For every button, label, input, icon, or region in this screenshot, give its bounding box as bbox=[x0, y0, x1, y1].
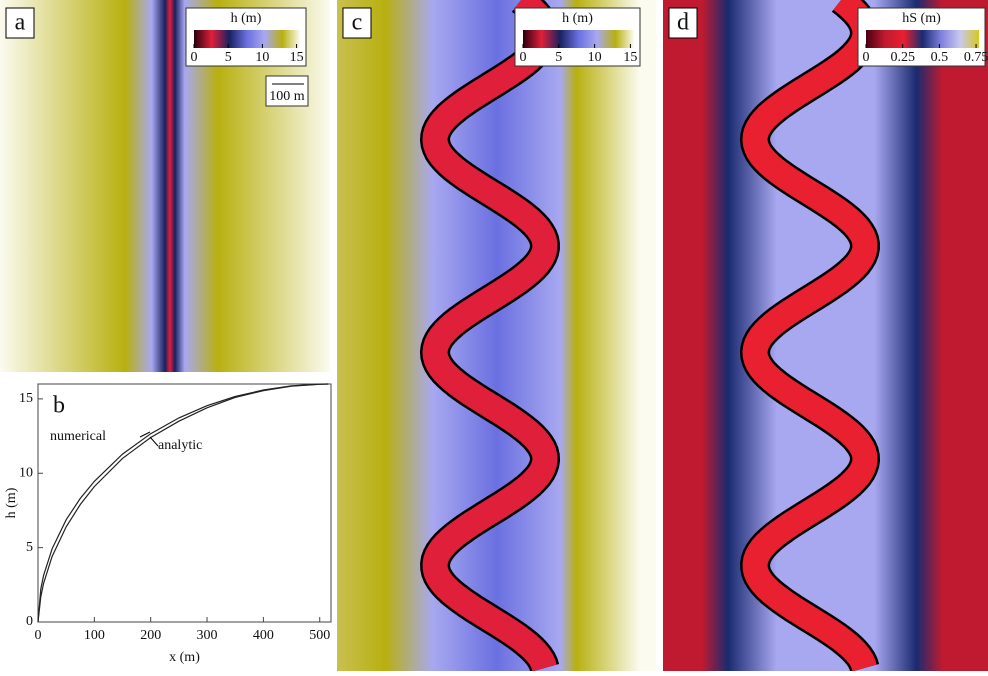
x-tick-label: 300 bbox=[197, 628, 218, 643]
panel-label-box bbox=[342, 7, 372, 39]
colorbar-tick-label: 0.75 bbox=[964, 50, 988, 65]
x-tick-label: 200 bbox=[140, 628, 161, 643]
colorbar-tick-label: 0 bbox=[863, 50, 870, 65]
colorbar-tick-label: 10 bbox=[588, 50, 602, 65]
y-tick-label: 5 bbox=[26, 540, 33, 555]
y-axis-label: h (m) bbox=[4, 487, 19, 518]
colorbar-tick-label: 10 bbox=[255, 50, 269, 65]
leader bbox=[139, 431, 151, 438]
panel-label-box bbox=[5, 7, 35, 39]
colorbar-tick-label: 0.5 bbox=[931, 50, 949, 65]
colorbar-tick-label: 0.25 bbox=[890, 50, 915, 65]
colorbar-tick-label: 15 bbox=[290, 50, 304, 65]
line bbox=[37, 383, 329, 623]
channel bbox=[422, 0, 558, 672]
x-tick-label: 100 bbox=[84, 628, 105, 643]
scale-bar-label: 100 m bbox=[269, 89, 305, 104]
annotation: numerical bbox=[50, 429, 106, 444]
plot-frame bbox=[37, 383, 332, 623]
panel-label-box bbox=[668, 7, 698, 39]
colorbar-tick-label: 5 bbox=[225, 50, 232, 65]
panel-label: c bbox=[352, 10, 363, 36]
x-tick-label: 500 bbox=[309, 628, 330, 643]
scale-bar-box bbox=[265, 75, 309, 107]
annotation: analytic bbox=[158, 438, 202, 453]
panel-label-box bbox=[46, 392, 72, 420]
channel bbox=[742, 0, 878, 672]
colorbar bbox=[866, 30, 979, 48]
panel-c-field bbox=[337, 0, 656, 671]
colorbar-tick-label: 15 bbox=[623, 50, 637, 65]
x-axis-label: x (m) bbox=[169, 650, 200, 665]
colorbar-label: hS (m) bbox=[902, 11, 941, 26]
y-tick-label: 0 bbox=[26, 614, 33, 629]
colorbar-label: h (m) bbox=[562, 11, 593, 26]
colorbar-tick-label: 0 bbox=[191, 50, 198, 65]
colorbar bbox=[523, 30, 634, 48]
panel-label: a bbox=[15, 10, 26, 36]
panel-d-field bbox=[663, 0, 988, 671]
colorbar-tick-label: 5 bbox=[555, 50, 562, 65]
colorbar bbox=[194, 30, 300, 48]
x-tick-label: 400 bbox=[253, 628, 274, 643]
x-tick-label: 0 bbox=[35, 628, 42, 643]
leader bbox=[149, 436, 159, 447]
y-tick-label: 10 bbox=[19, 465, 33, 480]
y-tick-label: 15 bbox=[19, 391, 33, 406]
colorbar-label: h (m) bbox=[231, 11, 262, 26]
colorbar-tick-label: 0 bbox=[520, 50, 527, 65]
panel-label: b bbox=[53, 393, 65, 419]
panel-label: d bbox=[677, 10, 689, 36]
